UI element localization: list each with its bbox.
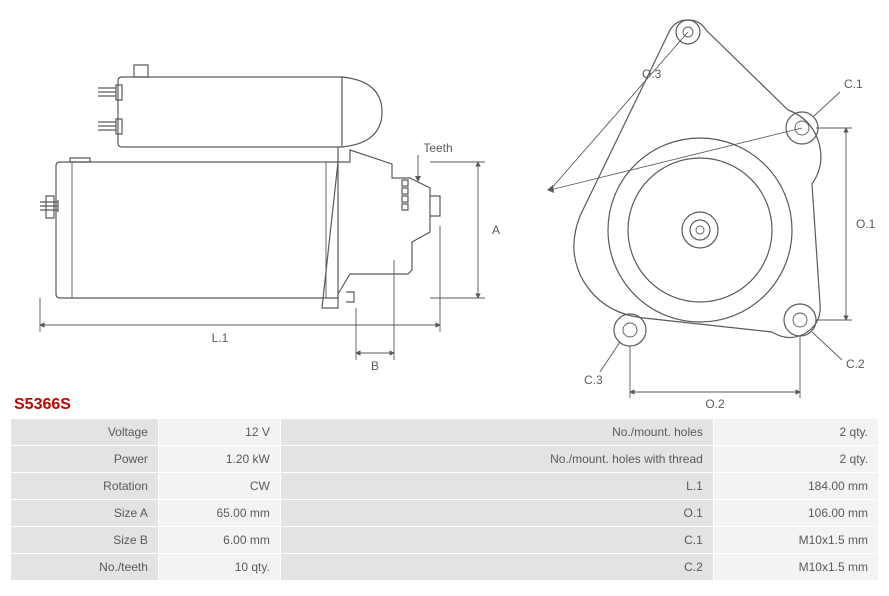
spec-label: C.1: [281, 527, 713, 553]
table-row: RotationCWL.1184.00 mm: [11, 473, 878, 499]
label-a: A: [492, 223, 500, 237]
label-teeth: Teeth: [423, 141, 452, 155]
spec-label: Voltage: [11, 419, 158, 445]
label-l1: L.1: [212, 331, 229, 345]
spec-value: 65.00 mm: [159, 500, 280, 526]
table-row: Power1.20 kWNo./mount. holes with thread…: [11, 446, 878, 472]
spec-table: Voltage12 VNo./mount. holes2 qty.Power1.…: [10, 418, 879, 581]
spec-value: 2 qty.: [714, 419, 878, 445]
side-view-diagram: Teeth A L.1 B: [10, 10, 510, 390]
spec-label: O.1: [281, 500, 713, 526]
spec-value: 1.20 kW: [159, 446, 280, 472]
label-c1: C.1: [844, 77, 863, 91]
spec-value: M10x1.5 mm: [714, 554, 878, 580]
spec-label: Rotation: [11, 473, 158, 499]
spec-label: C.2: [281, 554, 713, 580]
spec-value: M10x1.5 mm: [714, 527, 878, 553]
table-row: No./teeth10 qty.C.2M10x1.5 mm: [11, 554, 878, 580]
label-o2: O.2: [705, 397, 725, 410]
spec-value: 6.00 mm: [159, 527, 280, 553]
spec-label: No./mount. holes with thread: [281, 446, 713, 472]
spec-value: CW: [159, 473, 280, 499]
spec-label: No./mount. holes: [281, 419, 713, 445]
spec-value: 2 qty.: [714, 446, 878, 472]
label-c3: C.3: [584, 373, 603, 387]
spec-value: 10 qty.: [159, 554, 280, 580]
spec-value: 12 V: [159, 419, 280, 445]
diagram-row: Teeth A L.1 B: [10, 10, 879, 390]
table-row: Voltage12 VNo./mount. holes2 qty.: [11, 419, 878, 445]
spec-label: Size A: [11, 500, 158, 526]
table-row: Size B6.00 mmC.1M10x1.5 mm: [11, 527, 878, 553]
front-view-diagram: C.1 C.2 C.3 O.3 O.1 O.2: [530, 10, 880, 390]
spec-label: No./teeth: [11, 554, 158, 580]
table-row: Size A65.00 mmO.1106.00 mm: [11, 500, 878, 526]
label-o3: O.3: [642, 67, 662, 81]
spec-label: L.1: [281, 473, 713, 499]
label-b: B: [371, 359, 379, 373]
spec-value: 106.00 mm: [714, 500, 878, 526]
spec-label: Size B: [11, 527, 158, 553]
label-c2: C.2: [846, 357, 865, 371]
spec-value: 184.00 mm: [714, 473, 878, 499]
label-o1: O.1: [856, 217, 876, 231]
spec-label: Power: [11, 446, 158, 472]
